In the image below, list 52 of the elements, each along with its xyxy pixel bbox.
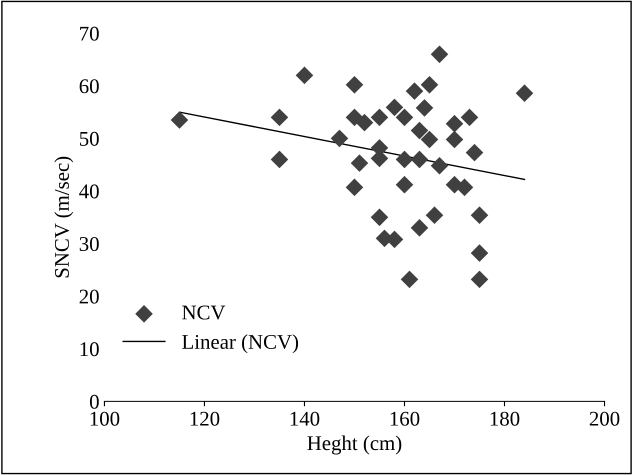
y-tick-label: 20 (80, 290, 99, 304)
point (370, 208, 388, 226)
point (410, 122, 428, 140)
y-tick-label: 10 (80, 342, 99, 356)
x-tick-label: 180 (490, 412, 520, 426)
point (396, 176, 414, 194)
y-tick-label: 70 (80, 26, 99, 41)
y-tick-label: 0 (90, 394, 99, 409)
point (430, 156, 448, 175)
x-tick-label: 140 (290, 412, 320, 426)
legend-label: NCV (182, 306, 226, 320)
point (396, 108, 414, 126)
x-axis-title: Heght (cm) (307, 436, 402, 454)
point (470, 206, 488, 224)
x-tick-label: 100 (90, 412, 120, 426)
x-tick-label: 200 (590, 412, 620, 426)
y-tick-label: 30 (80, 236, 99, 252)
y-tick-label: 40 (79, 184, 99, 198)
point (516, 84, 534, 102)
point (396, 150, 414, 168)
point (470, 270, 488, 288)
point (420, 130, 438, 148)
legend-label: Linear (NCV) (182, 334, 298, 354)
point (346, 76, 364, 94)
point (270, 108, 288, 126)
y-axis-title: SNCV (m/sec) (54, 156, 74, 278)
point (270, 150, 288, 168)
point (170, 111, 188, 129)
point (410, 150, 428, 168)
point (356, 114, 374, 132)
point (460, 108, 478, 126)
point (296, 66, 314, 84)
point (350, 154, 368, 172)
y-tick-label: 50 (80, 132, 99, 146)
point (370, 108, 388, 126)
point (406, 82, 424, 100)
x-tick-label: 160 (390, 412, 420, 426)
point (430, 46, 448, 64)
point (400, 270, 418, 288)
point (470, 244, 488, 262)
point (410, 219, 428, 237)
point (420, 76, 438, 94)
y-tick-label: 60 (80, 79, 99, 94)
point (346, 178, 364, 196)
point (466, 144, 484, 162)
point (446, 130, 464, 148)
x-tick-label: 120 (190, 412, 220, 426)
point (386, 98, 404, 116)
point (446, 114, 464, 132)
point (330, 130, 348, 148)
point (426, 206, 444, 224)
point (416, 99, 434, 117)
